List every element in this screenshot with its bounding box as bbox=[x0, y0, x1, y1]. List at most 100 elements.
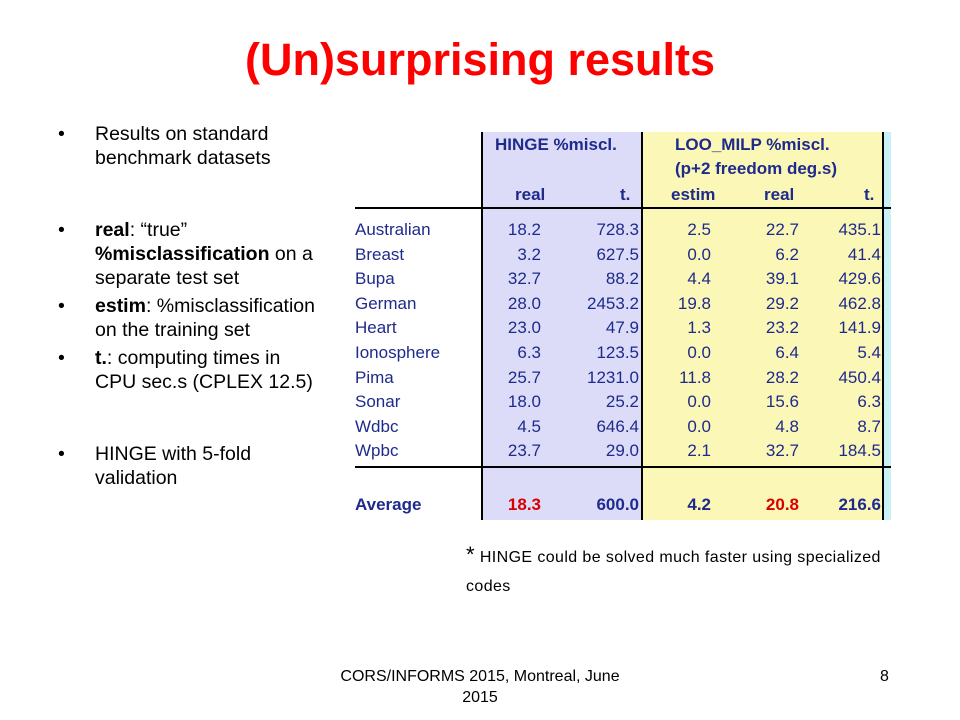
table-cell: 11.8 bbox=[679, 367, 711, 387]
footnote-star: * bbox=[466, 542, 475, 567]
slide-footer: CORS/INFORMS 2015, Montreal, June 2015 bbox=[340, 668, 620, 706]
row-label: Australian bbox=[355, 220, 431, 239]
table-cell: 22.7 bbox=[765, 220, 799, 239]
hinge-column-bg bbox=[481, 132, 641, 520]
header-loo-milp: LOO_MILP %miscl. bbox=[675, 135, 830, 154]
table-cell: 450.4 bbox=[838, 367, 881, 387]
bullet-term: estim bbox=[95, 295, 146, 317]
table-cell: 18.0 bbox=[507, 392, 541, 412]
table-cell: 32.7 bbox=[507, 269, 541, 289]
header-hinge: HINGE %miscl. bbox=[495, 135, 617, 154]
col-header: t. bbox=[620, 185, 631, 204]
bullet-text: HINGE with 5-fold validation bbox=[95, 443, 252, 489]
bullet-term: t. bbox=[95, 347, 107, 369]
table-rule bbox=[355, 466, 891, 468]
col-header: estim bbox=[671, 185, 716, 204]
table-cell: 18.2 bbox=[507, 220, 541, 239]
table-cell: 2.5 bbox=[687, 220, 711, 239]
table-cell: 4.5 bbox=[517, 416, 541, 436]
footnote: * HINGE could be solved much faster usin… bbox=[466, 540, 886, 601]
table-cell: 29.0 bbox=[605, 441, 639, 461]
table-cell: 6.3 bbox=[517, 343, 541, 362]
table-cell: 0.0 bbox=[687, 244, 711, 264]
table-cell: 2453.2 bbox=[587, 293, 639, 313]
table-cell: 32.7 bbox=[765, 441, 799, 461]
row-label: Wpbc bbox=[355, 441, 399, 461]
header-loo-milp-sub: (p+2 freedom deg.s) bbox=[675, 159, 838, 178]
page-number: 8 bbox=[880, 668, 889, 685]
col-header: real bbox=[764, 185, 795, 204]
table-cell: 6.2 bbox=[775, 244, 799, 264]
table-cell: 28.0 bbox=[507, 293, 541, 313]
bullet-list: Results on standard benchmark datasets r… bbox=[58, 122, 318, 490]
row-label: Average bbox=[355, 495, 422, 514]
bullet-item: estim: %misclassification on the trainin… bbox=[58, 294, 318, 342]
table-cell: 2.1 bbox=[687, 441, 711, 461]
table-cell: 25.7 bbox=[507, 367, 541, 387]
table-cell: 184.5 bbox=[838, 441, 881, 461]
table-cell: 6.4 bbox=[775, 343, 799, 362]
slide-title: (Un)surprising results bbox=[244, 34, 716, 85]
bullet-item: Results on standard benchmark datasets bbox=[58, 122, 318, 170]
table-cell: 627.5 bbox=[596, 244, 639, 264]
row-label: Sonar bbox=[355, 392, 401, 412]
row-label: Bupa bbox=[355, 269, 395, 289]
table-cell: 19.8 bbox=[677, 293, 711, 313]
table-cell: 4.2 bbox=[687, 495, 711, 514]
col-header: real bbox=[515, 185, 546, 204]
loo-milp-column-bg bbox=[643, 132, 884, 520]
table-cell: 6.3 bbox=[857, 392, 881, 412]
bullet-term: %misclassification bbox=[95, 243, 270, 265]
row-label: Breast bbox=[355, 244, 405, 264]
bullet-text: on a separate test set bbox=[95, 243, 313, 289]
table-cell: 123.5 bbox=[596, 343, 639, 362]
bullet-text: : computing times in CPU sec.s (CPLEX 12… bbox=[95, 347, 313, 393]
table-cell: 0.0 bbox=[687, 343, 711, 362]
table-rule bbox=[355, 207, 891, 209]
bullet-text: : %misclassification on the training set bbox=[95, 295, 315, 341]
table-cell: 4.8 bbox=[775, 416, 799, 436]
table-cell: 0.0 bbox=[687, 392, 711, 412]
row-label: Wdbc bbox=[355, 416, 399, 436]
table-cell: 600.0 bbox=[596, 495, 639, 514]
table-cell: 41.4 bbox=[847, 244, 881, 264]
row-label: German bbox=[355, 293, 417, 313]
bullet-item: real: “true” %misclassification on a sep… bbox=[58, 218, 318, 290]
table-cell: 23.0 bbox=[507, 318, 541, 338]
bullet-text: : “true” bbox=[129, 219, 188, 241]
table-cell: 5.4 bbox=[857, 343, 881, 362]
bullet-term: real bbox=[95, 219, 130, 241]
bullet-item: HINGE with 5-fold validation bbox=[58, 442, 318, 490]
results-table: HINGE %miscl. LOO_MILP %miscl. (p+2 free… bbox=[355, 132, 891, 520]
row-label: Ionosphere bbox=[355, 343, 441, 362]
row-label: Pima bbox=[355, 367, 394, 387]
row-label: Heart bbox=[355, 318, 397, 338]
table-cell: 23.2 bbox=[765, 318, 799, 338]
table-cell: 435.1 bbox=[838, 220, 881, 239]
table-cell: 1231.0 bbox=[587, 367, 639, 387]
table-cell: 646.4 bbox=[596, 416, 639, 436]
table-cell: 8.7 bbox=[857, 416, 881, 436]
edge-column-bg bbox=[884, 132, 891, 520]
col-header: t. bbox=[864, 185, 875, 204]
bullet-text: Results on standard benchmark datasets bbox=[95, 123, 271, 169]
table-cell: 3.2 bbox=[517, 244, 541, 264]
table-cell: 4.4 bbox=[687, 269, 711, 289]
table-cell: 29.2 bbox=[765, 293, 799, 313]
table-cell: 141.9 bbox=[838, 318, 881, 338]
table-cell: 39.1 bbox=[765, 269, 799, 289]
table-cell: 28.2 bbox=[765, 367, 799, 387]
table-cell: 1.3 bbox=[687, 318, 711, 338]
table-divider bbox=[882, 132, 884, 520]
table-cell: 47.9 bbox=[605, 318, 639, 338]
table-cell: 88.2 bbox=[605, 269, 639, 289]
table-cell: 728.3 bbox=[596, 220, 639, 239]
footnote-text: HINGE could be solved much faster using … bbox=[466, 549, 881, 595]
table-cell: 23.7 bbox=[507, 441, 541, 461]
table-cell: 429.6 bbox=[838, 269, 881, 289]
table-cell: 216.6 bbox=[838, 495, 881, 514]
table-divider bbox=[641, 132, 643, 520]
table-cell: 18.3 bbox=[507, 495, 541, 514]
table-divider bbox=[481, 132, 483, 520]
table-cell: 462.8 bbox=[838, 293, 881, 313]
